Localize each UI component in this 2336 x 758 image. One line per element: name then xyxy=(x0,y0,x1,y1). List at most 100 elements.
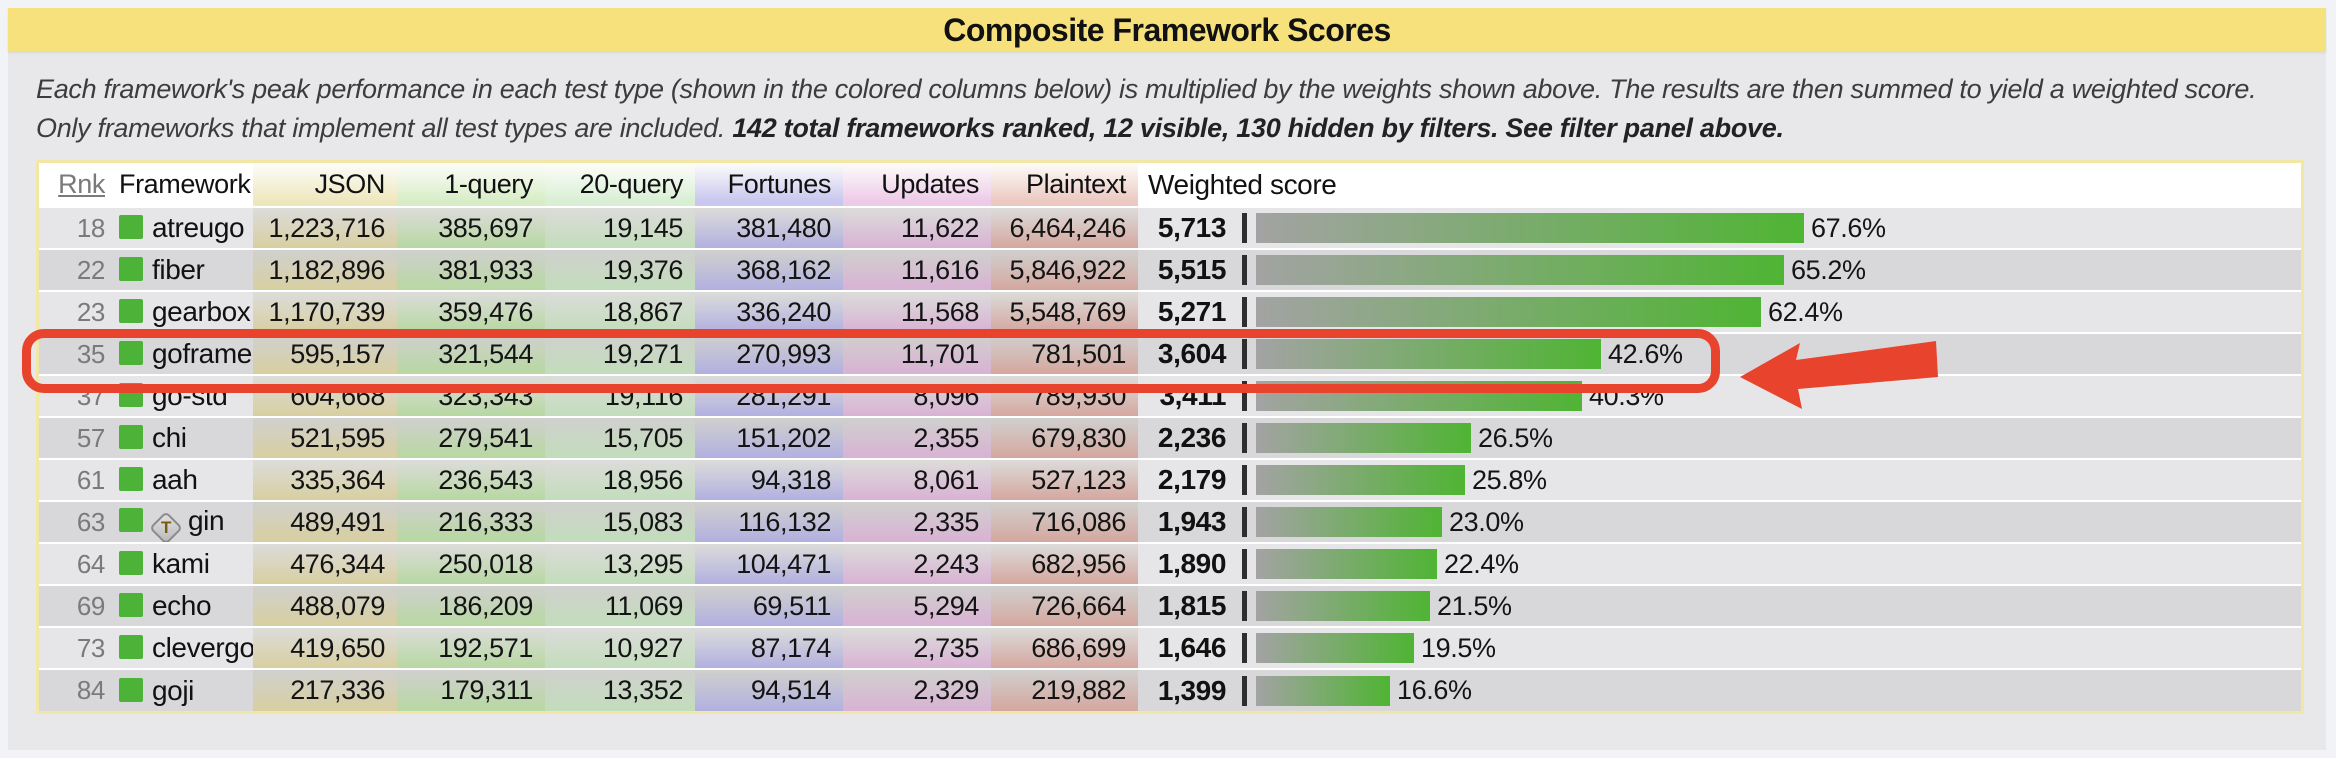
fortunes-column-header[interactable]: Fortunes xyxy=(695,163,843,207)
framework-cell[interactable]: aah xyxy=(111,458,253,501)
json-value-cell: 521,595 xyxy=(253,416,397,459)
results-panel: Composite Framework Scores Each framewor… xyxy=(8,8,2326,750)
score-bar xyxy=(1256,591,1430,621)
framework-cell[interactable]: kami xyxy=(111,542,253,585)
updates-value-cell: 2,335 xyxy=(843,500,991,543)
json-value-cell: 419,650 xyxy=(253,626,397,669)
rank-cell: 64 xyxy=(39,542,111,585)
updates-value-cell: 11,701 xyxy=(843,332,991,375)
weighted-score-value: 1,646 xyxy=(1157,632,1226,663)
table-row[interactable]: 73 clevergo 419,650 192,571 10,927 87,17… xyxy=(39,626,2301,669)
score-percent-label: 40.3% xyxy=(1589,380,1664,411)
score-bar xyxy=(1256,381,1582,411)
updates-column-header[interactable]: Updates xyxy=(843,163,991,207)
one-query-value-cell: 192,571 xyxy=(397,626,545,669)
framework-cell[interactable]: goframe xyxy=(111,332,253,375)
one-query-value-cell: 236,543 xyxy=(397,458,545,501)
one-query-value-cell: 381,933 xyxy=(397,248,545,291)
framework-cell[interactable]: gearbox xyxy=(111,290,253,333)
weighted-score-value: 5,713 xyxy=(1157,212,1226,243)
one-query-value-cell: 385,697 xyxy=(397,206,545,249)
framework-color-square xyxy=(119,383,143,407)
table-row[interactable]: 22 fiber 1,182,896 381,933 19,376 368,16… xyxy=(39,248,2301,291)
fortunes-value-cell: 151,202 xyxy=(695,416,843,459)
table-row[interactable]: 23 gearbox 1,170,739 359,476 18,867 336,… xyxy=(39,290,2301,333)
table-row[interactable]: 18 atreugo 1,223,716 385,697 19,145 381,… xyxy=(39,206,2301,249)
table-row[interactable]: 64 kami 476,344 250,018 13,295 104,471 2… xyxy=(39,542,2301,585)
plaintext-column-header[interactable]: Plaintext xyxy=(991,163,1138,207)
twenty-query-column-header[interactable]: 20-query xyxy=(545,163,695,207)
json-column-header[interactable]: JSON xyxy=(253,163,397,207)
plaintext-value-cell: 5,548,769 xyxy=(991,290,1138,333)
updates-value-cell: 2,735 xyxy=(843,626,991,669)
json-value-cell: 1,223,716 xyxy=(253,206,397,249)
bar-origin-tick xyxy=(1242,297,1247,327)
framework-cell[interactable]: fiber xyxy=(111,248,253,291)
fortunes-value-cell: 104,471 xyxy=(695,542,843,585)
framework-cell[interactable]: atreugo xyxy=(111,206,253,249)
json-value-cell: 1,170,739 xyxy=(253,290,397,333)
twenty-query-value-cell: 19,271 xyxy=(545,332,695,375)
rank-cell: 22 xyxy=(39,248,111,291)
framework-cell[interactable]: clevergo xyxy=(111,626,253,669)
table-row[interactable]: 61 aah 335,364 236,543 18,956 94,318 8,0… xyxy=(39,458,2301,501)
score-percent-label: 26.5% xyxy=(1478,422,1553,453)
framework-color-square xyxy=(119,593,143,617)
framework-cell[interactable]: echo xyxy=(111,584,253,627)
framework-cell[interactable]: go-std xyxy=(111,374,253,417)
scores-table-container: Rnk Framework JSON 1-query 20-query Fort… xyxy=(36,160,2304,714)
framework-color-square xyxy=(119,299,143,323)
weighted-score-cell: 3,604 42.6% xyxy=(1138,332,2301,375)
json-value-cell: 1,182,896 xyxy=(253,248,397,291)
one-query-value-cell: 279,541 xyxy=(397,416,545,459)
description-filter-summary: 142 total frameworks ranked, 12 visible,… xyxy=(732,113,1784,144)
table-row[interactable]: 35 goframe 595,157 321,544 19,271 270,99… xyxy=(39,332,2301,375)
score-percent-label: 65.2% xyxy=(1791,254,1866,285)
bar-origin-tick xyxy=(1242,549,1247,579)
twenty-query-value-cell: 11,069 xyxy=(545,584,695,627)
bar-origin-tick xyxy=(1242,633,1247,663)
framework-cell[interactable]: chi xyxy=(111,416,253,459)
weighted-score-cell: 5,713 67.6% xyxy=(1138,206,2301,249)
weighted-score-value: 5,271 xyxy=(1157,296,1226,327)
rank-cell: 57 xyxy=(39,416,111,459)
updates-value-cell: 11,622 xyxy=(843,206,991,249)
weighted-score-value: 3,604 xyxy=(1157,338,1226,369)
twenty-query-value-cell: 15,083 xyxy=(545,500,695,543)
bar-origin-tick xyxy=(1242,675,1247,706)
weighted-score-cell: 2,236 26.5% xyxy=(1138,416,2301,459)
json-value-cell: 217,336 xyxy=(253,668,397,711)
table-row[interactable]: 37 go-std 604,668 323,343 19,116 281,291… xyxy=(39,374,2301,417)
weighted-score-value: 1,890 xyxy=(1157,548,1226,579)
rank-cell: 61 xyxy=(39,458,111,501)
rank-column-header[interactable]: Rnk xyxy=(39,163,111,207)
twenty-query-value-cell: 13,352 xyxy=(545,668,695,711)
weighted-score-cell: 5,515 65.2% xyxy=(1138,248,2301,291)
score-percent-label: 25.8% xyxy=(1472,464,1547,495)
json-value-cell: 489,491 xyxy=(253,500,397,543)
one-query-value-cell: 321,544 xyxy=(397,332,545,375)
plaintext-value-cell: 789,930 xyxy=(991,374,1138,417)
rank-cell: 23 xyxy=(39,290,111,333)
framework-cell[interactable]: goji xyxy=(111,668,253,711)
plaintext-value-cell: 726,664 xyxy=(991,584,1138,627)
table-row[interactable]: 84 goji 217,336 179,311 13,352 94,514 2,… xyxy=(39,668,2301,711)
framework-column-header: Framework xyxy=(111,163,253,207)
twenty-query-value-cell: 19,376 xyxy=(545,248,695,291)
fortunes-value-cell: 281,291 xyxy=(695,374,843,417)
table-row[interactable]: 57 chi 521,595 279,541 15,705 151,202 2,… xyxy=(39,416,2301,459)
fortunes-value-cell: 94,318 xyxy=(695,458,843,501)
one-query-value-cell: 359,476 xyxy=(397,290,545,333)
framework-color-square xyxy=(119,425,143,449)
updates-value-cell: 8,096 xyxy=(843,374,991,417)
updates-value-cell: 11,568 xyxy=(843,290,991,333)
one-query-column-header[interactable]: 1-query xyxy=(397,163,545,207)
updates-value-cell: 5,294 xyxy=(843,584,991,627)
table-row[interactable]: 69 echo 488,079 186,209 11,069 69,511 5,… xyxy=(39,584,2301,627)
twenty-query-value-cell: 19,145 xyxy=(545,206,695,249)
twenty-query-value-cell: 18,956 xyxy=(545,458,695,501)
weighted-score-cell: 1,943 23.0% xyxy=(1138,500,2301,543)
twenty-query-value-cell: 18,867 xyxy=(545,290,695,333)
